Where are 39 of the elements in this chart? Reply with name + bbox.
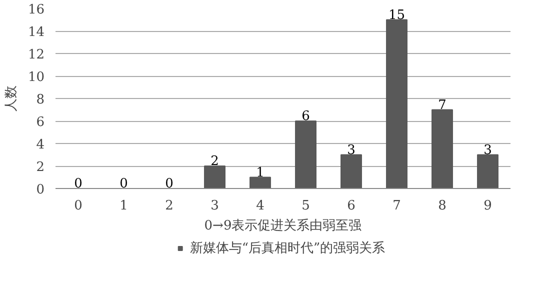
y-tick-label: 14 [28, 25, 45, 40]
bar [340, 154, 362, 188]
bar [295, 120, 316, 188]
bar [432, 109, 453, 188]
data-label: 0 [165, 176, 174, 192]
x-axis-title: 0→9表示促进关系由弱至强 [204, 218, 362, 234]
y-tick-label: 8 [36, 92, 45, 108]
data-label: 0 [74, 176, 82, 192]
y-tick-label: 4 [36, 138, 45, 152]
data-label: 3 [347, 142, 356, 158]
x-tick-label: 9 [484, 198, 492, 214]
bar [204, 166, 226, 188]
x-tick-label: 3 [210, 198, 219, 214]
data-label: 15 [388, 8, 406, 23]
bar [477, 154, 498, 188]
data-label: 2 [210, 154, 219, 169]
x-tick-label: 4 [256, 198, 264, 214]
legend-label: 新媒体与“后真相时代”的强弱关系 [190, 240, 386, 257]
x-tick-label: 6 [347, 198, 356, 214]
x-tick-label: 8 [438, 198, 446, 214]
y-tick-label: 12 [28, 48, 45, 62]
data-label: 1 [256, 165, 264, 180]
y-tick-label: 6 [36, 115, 45, 130]
x-tick-label: 2 [165, 198, 174, 214]
data-label: 3 [484, 142, 492, 158]
data-label: 0 [120, 176, 128, 192]
x-tick-label: 1 [120, 198, 128, 214]
y-tick-label: 0 [36, 182, 45, 198]
y-tick-label: 10 [28, 70, 45, 85]
bar [250, 176, 271, 188]
bar [386, 19, 408, 188]
x-tick-label: 0 [74, 198, 82, 214]
y-tick-label: 2 [36, 160, 45, 175]
data-label: 6 [302, 109, 310, 124]
y-tick-label: 16 [28, 2, 45, 18]
data-label: 7 [438, 98, 446, 113]
y-axis-title: 人数 [4, 86, 19, 112]
x-tick-label: 5 [302, 198, 310, 214]
x-tick-label: 7 [392, 198, 401, 214]
